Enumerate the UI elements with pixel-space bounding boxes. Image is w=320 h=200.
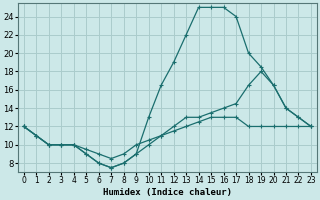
- X-axis label: Humidex (Indice chaleur): Humidex (Indice chaleur): [103, 188, 232, 197]
